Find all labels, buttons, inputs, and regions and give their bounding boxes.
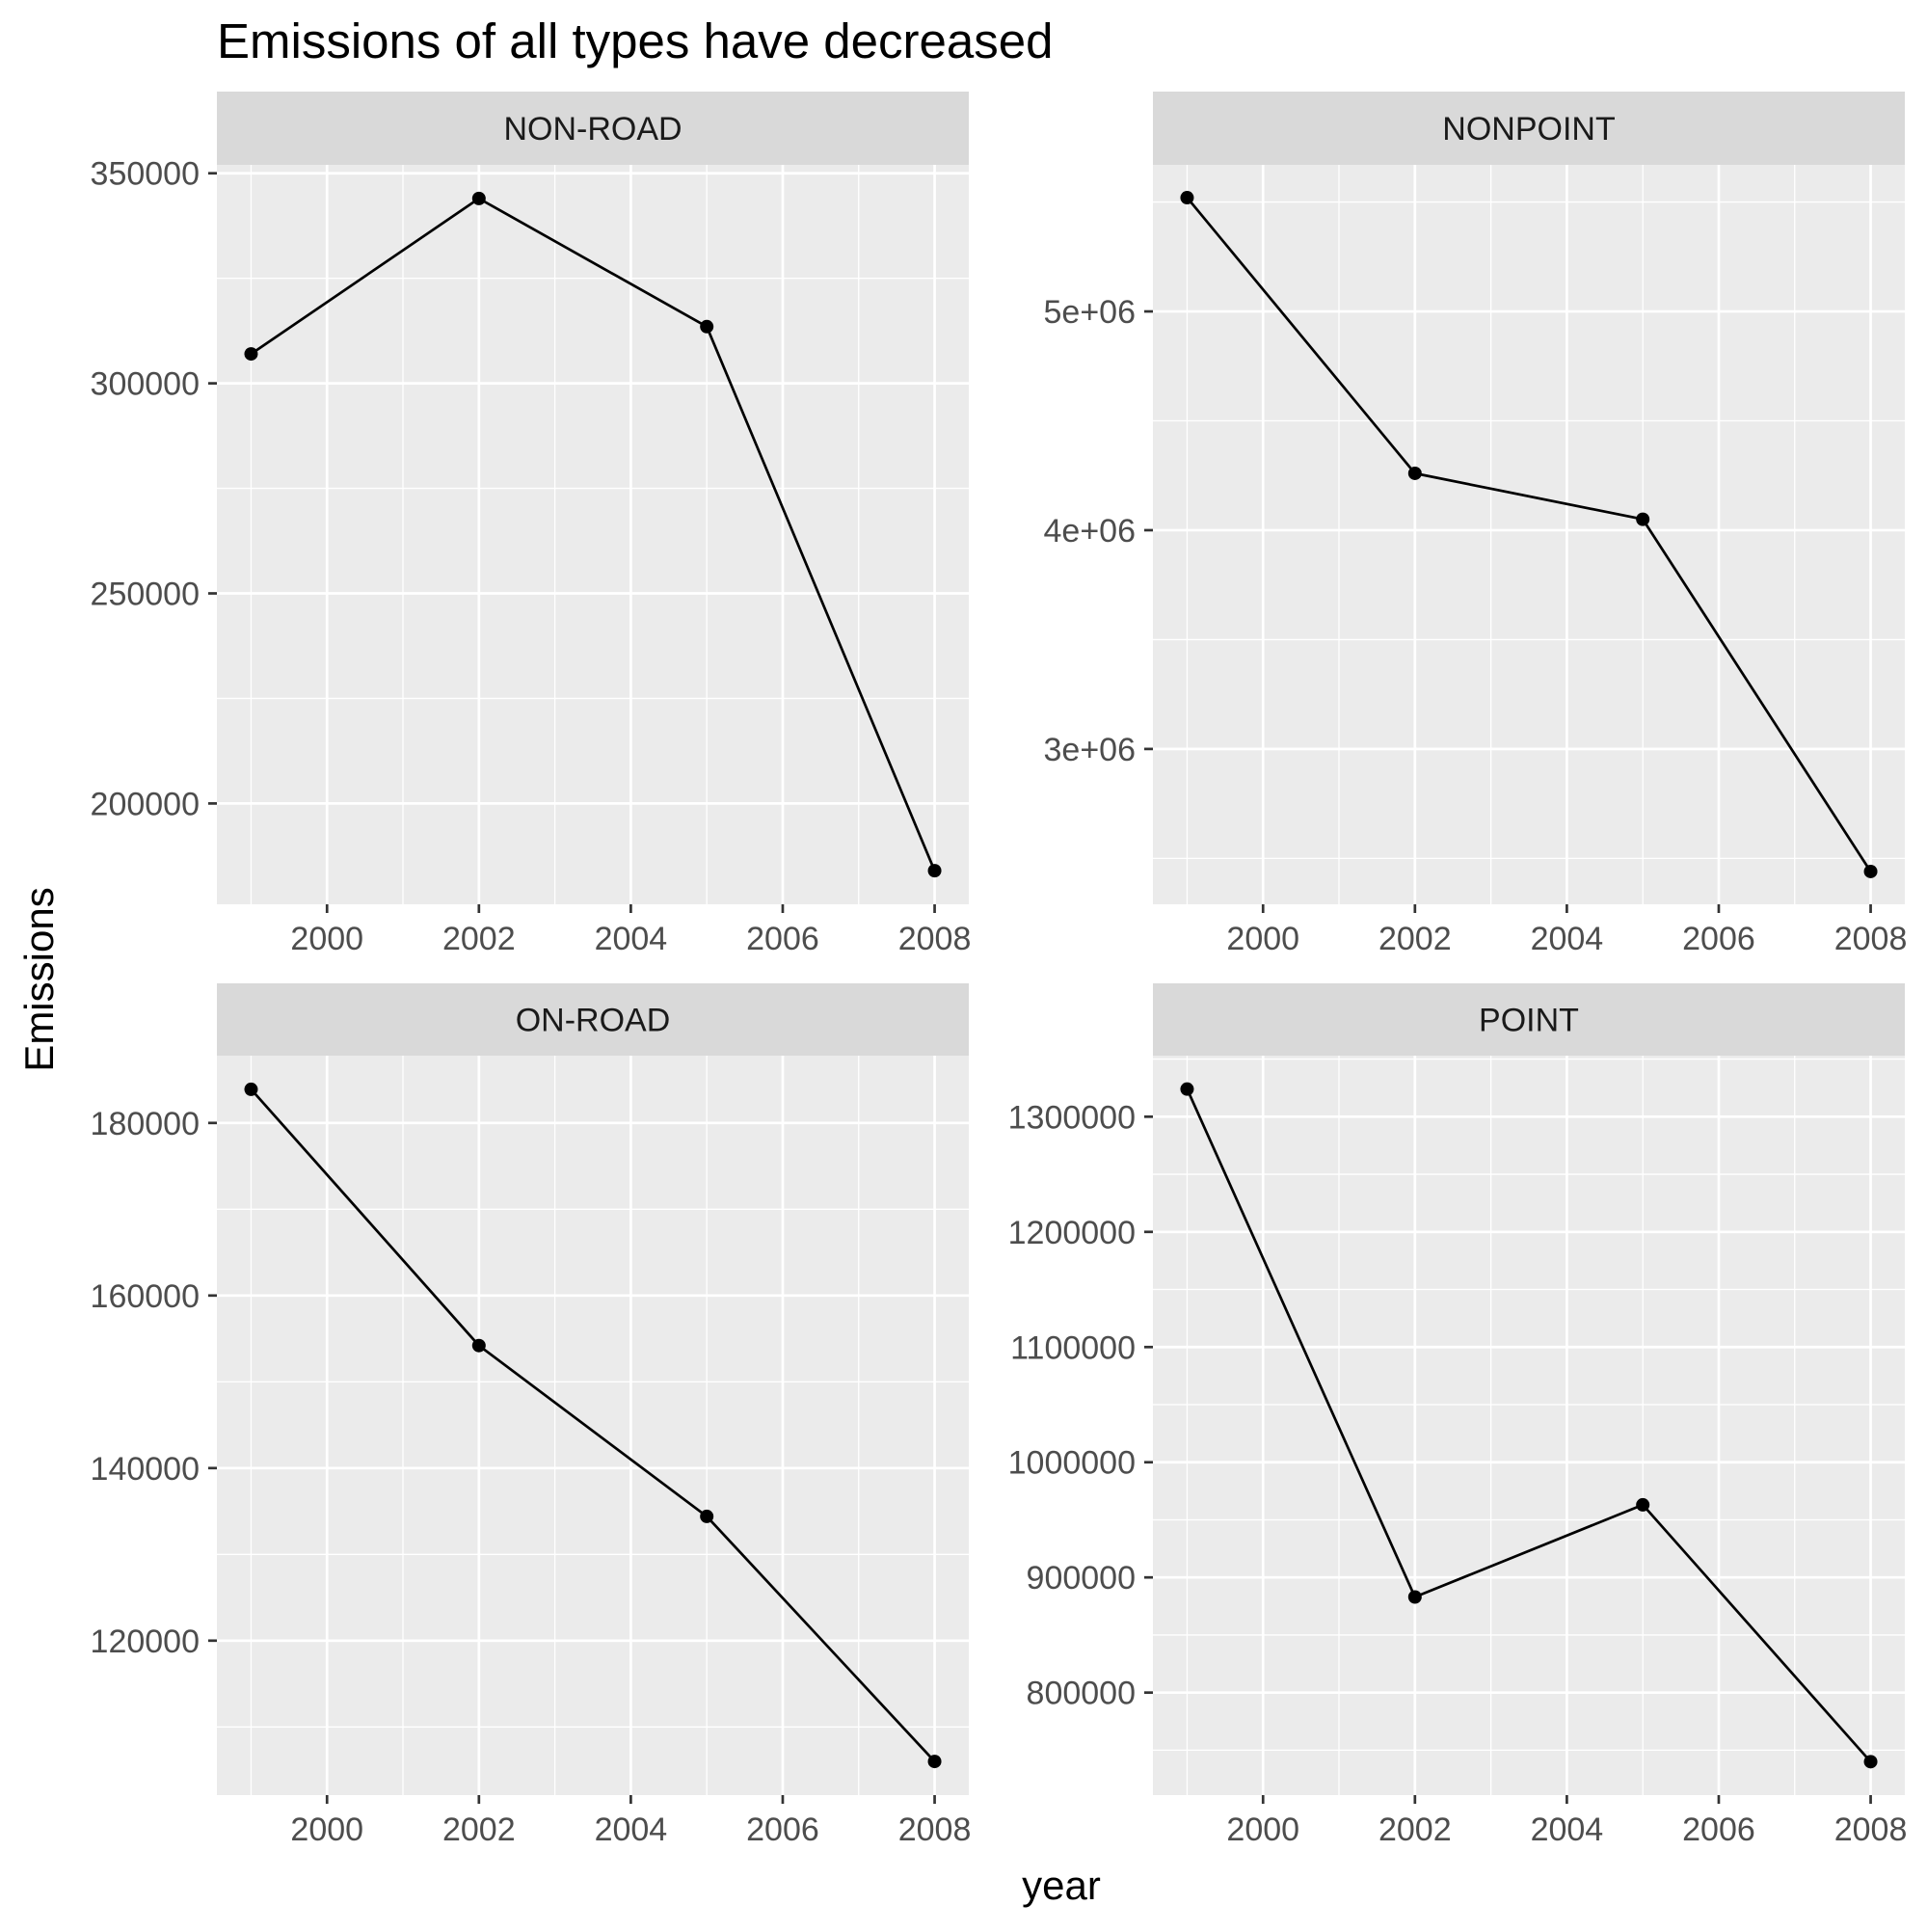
- y-tick-label: 800000: [1027, 1676, 1136, 1712]
- y-tick-label: 120000: [91, 1623, 200, 1660]
- y-tick-label: 350000: [91, 156, 200, 193]
- y-axis-title: Emissions: [16, 887, 62, 1071]
- panel-background-point: [1153, 1056, 1905, 1795]
- x-tick-label: 2000: [1226, 921, 1299, 957]
- y-tick-label: 300000: [91, 366, 200, 403]
- x-tick-label: 2000: [290, 1811, 363, 1848]
- panel-strip-label-on-road: ON-ROAD: [516, 1003, 671, 1039]
- x-tick-label: 2004: [1531, 921, 1604, 957]
- data-point: [1407, 466, 1422, 480]
- y-tick-label: 1000000: [1008, 1445, 1136, 1482]
- y-tick-label: 4e+06: [1044, 513, 1137, 550]
- y-tick-label: 250000: [91, 577, 200, 613]
- data-point: [700, 1509, 714, 1523]
- x-tick-label: 2008: [898, 1811, 972, 1848]
- x-tick-label: 2002: [1378, 921, 1452, 957]
- panel-strip-label-point: POINT: [1479, 1003, 1579, 1039]
- x-tick-label: 2002: [442, 921, 516, 957]
- data-point: [244, 1082, 258, 1096]
- x-tick-label: 2000: [290, 921, 363, 957]
- data-point: [244, 347, 258, 362]
- x-tick-label: 2004: [595, 1811, 668, 1848]
- panel-background-non-road: [217, 165, 969, 904]
- panel-background-nonpoint: [1153, 165, 1905, 904]
- panel-strip-on-road: [217, 983, 969, 1056]
- y-tick-label: 1100000: [1010, 1329, 1136, 1366]
- x-tick-label: 2008: [1834, 921, 1908, 957]
- panel-strip-non-road: [217, 92, 969, 165]
- panel-on-road: ON-ROAD 120000 140000 160000 180000 2000 2002 2…: [91, 983, 972, 1848]
- series-line-on-road: [250, 1088, 936, 1763]
- data-point: [1636, 512, 1650, 526]
- data-point: [1180, 191, 1194, 205]
- x-tick-label: 2006: [1682, 1811, 1755, 1848]
- y-tick-label: 180000: [91, 1106, 200, 1142]
- panel-strip-nonpoint: [1153, 92, 1905, 165]
- x-tick-label: 2006: [1682, 921, 1755, 957]
- y-tick-label: 5e+06: [1044, 294, 1137, 331]
- y-tick-label: 160000: [91, 1278, 200, 1315]
- panel-strip-label-non-road: NON-ROAD: [503, 111, 682, 148]
- chart-title: Emissions of all types have decreased: [217, 13, 1053, 68]
- y-tick-label: 3e+06: [1044, 732, 1137, 768]
- x-tick-label: 2006: [746, 921, 819, 957]
- x-tick-label: 2006: [746, 1811, 819, 1848]
- x-tick-label: 2002: [1378, 1811, 1452, 1848]
- x-tick-label: 2008: [898, 921, 972, 957]
- panel-background-on-road: [217, 1056, 969, 1795]
- panel-non-road: NON-ROAD 200000 250000 300000 350000 2000 2002…: [91, 92, 972, 957]
- y-tick-label: 200000: [91, 786, 200, 822]
- panels-layer: NON-ROAD 200000 250000 300000 350000 2000 2002…: [91, 92, 1908, 1848]
- x-axis-title: year: [1022, 1863, 1101, 1908]
- panel-strip-point: [1153, 983, 1905, 1056]
- data-point: [1636, 1497, 1650, 1512]
- panel-point: POINT 800000 900000 1000000 1100000 1200000 13…: [1008, 983, 1908, 1848]
- series-line-non-road: [250, 197, 936, 872]
- x-tick-label: 2002: [442, 1811, 516, 1848]
- series-line-nonpoint: [1186, 197, 1872, 872]
- data-point: [927, 864, 942, 878]
- y-tick-label: 140000: [91, 1451, 200, 1488]
- data-point: [1863, 1755, 1878, 1769]
- data-point: [1180, 1082, 1194, 1096]
- y-tick-label: 1300000: [1008, 1099, 1136, 1136]
- panel-nonpoint: NONPOINT 3e+06 4e+06 5e+06 2000 2002 2004 2006 2…: [1044, 92, 1908, 957]
- data-point: [471, 1338, 486, 1353]
- data-point: [471, 191, 486, 205]
- data-point: [1407, 1590, 1422, 1604]
- y-tick-label: 900000: [1027, 1560, 1136, 1597]
- data-point: [1863, 864, 1878, 878]
- series-line-point: [1186, 1088, 1872, 1763]
- data-point: [927, 1755, 942, 1769]
- x-tick-label: 2004: [1531, 1811, 1604, 1848]
- x-tick-label: 2004: [595, 921, 668, 957]
- x-tick-label: 2008: [1834, 1811, 1908, 1848]
- panel-strip-label-nonpoint: NONPOINT: [1442, 111, 1615, 148]
- data-point: [700, 319, 714, 334]
- y-tick-label: 1200000: [1008, 1215, 1136, 1251]
- x-tick-label: 2000: [1226, 1811, 1299, 1848]
